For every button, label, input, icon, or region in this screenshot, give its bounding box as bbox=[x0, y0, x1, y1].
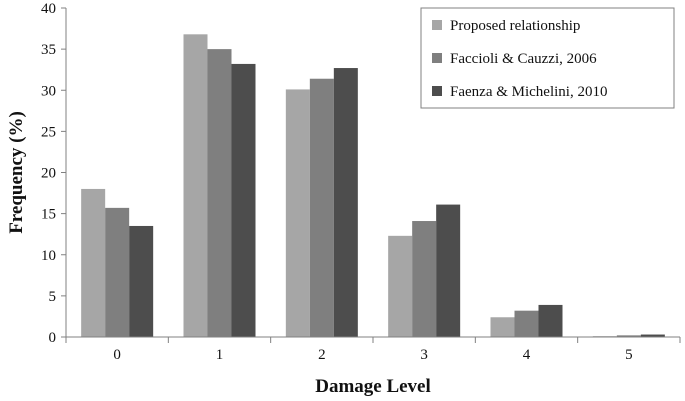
bar-series-1-cat-0 bbox=[81, 188, 106, 337]
x-tick-label: 4 bbox=[523, 347, 531, 363]
y-axis-title: Frequency (%) bbox=[6, 111, 27, 234]
bar-series-3-cat-4 bbox=[538, 304, 563, 337]
x-tick-label: 0 bbox=[113, 347, 121, 363]
x-tick-label: 5 bbox=[625, 347, 633, 363]
y-tick-label: 0 bbox=[49, 330, 57, 346]
bar-series-2-cat-5 bbox=[616, 335, 641, 337]
x-tick-label: 2 bbox=[318, 347, 326, 363]
bar-series-3-cat-2 bbox=[333, 68, 358, 337]
x-axis-ticks: 0 1 2 3 4 5 bbox=[65, 337, 681, 363]
legend-swatch bbox=[432, 53, 442, 63]
bar-series-3-cat-0 bbox=[129, 225, 154, 337]
bar-series-2-cat-0 bbox=[105, 207, 130, 337]
y-tick-label: 20 bbox=[41, 166, 56, 182]
y-axis-ticks: 0 5 10 15 20 25 30 35 40 bbox=[41, 1, 66, 346]
bar-series-1-cat-2 bbox=[285, 89, 310, 338]
y-tick-label: 40 bbox=[41, 1, 56, 17]
bar-series-2-cat-1 bbox=[207, 49, 232, 337]
legend-label: Faenza & Michelini, 2010 bbox=[450, 84, 607, 100]
bar-series-1-cat-4 bbox=[490, 317, 515, 337]
y-tick-label: 5 bbox=[49, 289, 57, 305]
y-tick-label: 25 bbox=[41, 124, 56, 140]
bar-series-1-cat-1 bbox=[183, 34, 208, 337]
bar-series-2-cat-2 bbox=[309, 78, 334, 338]
y-tick-label: 35 bbox=[41, 42, 56, 58]
bar-series-group bbox=[81, 34, 665, 338]
x-axis-title: Damage Level bbox=[315, 376, 431, 397]
bar-series-1-cat-3 bbox=[388, 235, 413, 337]
bar-series-2-cat-3 bbox=[412, 221, 437, 337]
y-tick-label: 30 bbox=[41, 83, 56, 99]
bar-series-2-cat-4 bbox=[514, 310, 539, 337]
legend: Proposed relationship Faccioli & Cauzzi, … bbox=[420, 7, 675, 109]
y-tick-label: 10 bbox=[41, 248, 56, 264]
legend-swatch bbox=[432, 86, 442, 96]
bar-series-3-cat-1 bbox=[231, 63, 256, 338]
x-tick-label: 3 bbox=[420, 347, 428, 363]
legend-swatch bbox=[432, 20, 442, 30]
y-tick-label: 15 bbox=[41, 207, 56, 223]
legend-label: Faccioli & Cauzzi, 2006 bbox=[450, 51, 597, 67]
legend-box bbox=[420, 7, 675, 109]
bar-series-3-cat-5 bbox=[640, 334, 665, 337]
legend-label: Proposed relationship bbox=[450, 18, 580, 34]
bar-series-3-cat-3 bbox=[436, 204, 461, 337]
x-tick-label: 1 bbox=[216, 347, 224, 363]
